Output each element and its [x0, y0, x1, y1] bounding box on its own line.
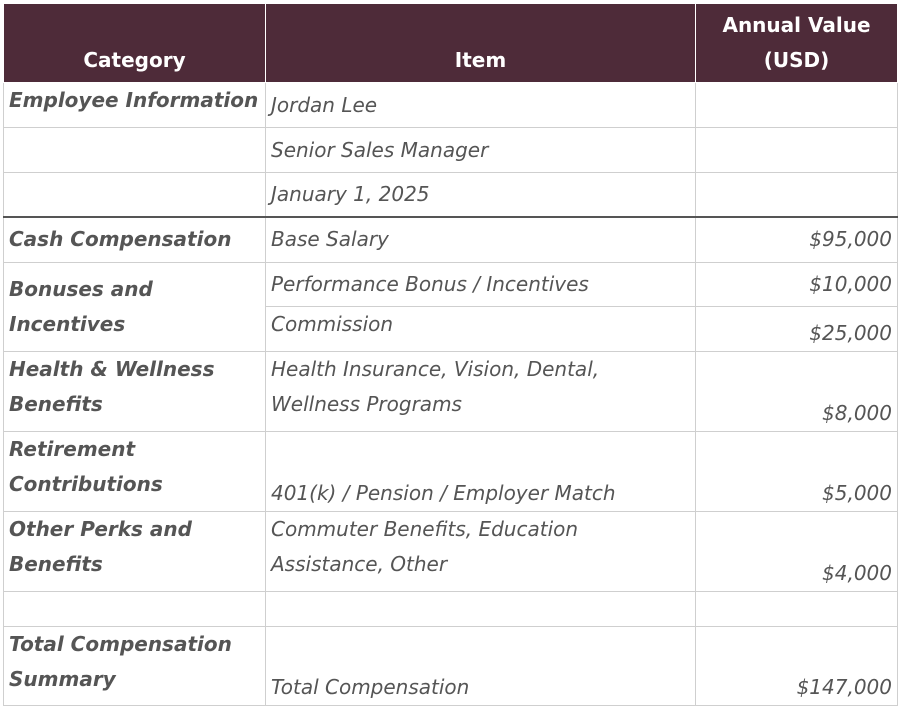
category-cell: Bonuses and Incentives [3, 262, 266, 352]
category-cell: Cash Compensation [3, 216, 266, 263]
item-cell: Health Insurance, Vision, Dental, Wellne… [265, 351, 696, 432]
compensation-table: Category Item Annual Value (USD) Employe… [3, 3, 898, 706]
item-cell: Total Compensation [265, 626, 696, 706]
item-cell: 401(k) / Pension / Employer Match [265, 431, 696, 512]
value-cell [695, 591, 898, 627]
category-cell: Total Compensation Summary [3, 626, 266, 706]
category-cell [3, 172, 266, 218]
item-cell: Commuter Benefits, Education Assistance,… [265, 511, 696, 592]
category-cell: Other Perks and Benefits [3, 511, 266, 592]
item-cell: Senior Sales Manager [265, 127, 696, 173]
value-cell: $147,000 [695, 626, 898, 706]
category-cell: Employee Information [3, 82, 266, 128]
value-cell: $25,000 [695, 306, 898, 352]
item-cell: Performance Bonus / Incentives [265, 262, 696, 307]
value-cell: $10,000 [695, 262, 898, 307]
value-cell: $8,000 [695, 351, 898, 432]
value-cell: $5,000 [695, 431, 898, 512]
item-cell: Base Salary [265, 216, 696, 263]
header-cell: Item [265, 3, 696, 83]
category-cell [3, 591, 266, 627]
category-cell [3, 127, 266, 173]
item-cell: Commission [265, 306, 696, 352]
category-cell: Health & Wellness Benefits [3, 351, 266, 432]
item-cell: January 1, 2025 [265, 172, 696, 218]
value-cell [695, 127, 898, 173]
header-cell: Annual Value (USD) [695, 3, 898, 83]
value-cell: $4,000 [695, 511, 898, 592]
item-cell [265, 591, 696, 627]
header-cell: Category [3, 3, 266, 83]
category-cell: Retirement Contributions [3, 431, 266, 512]
value-cell [695, 82, 898, 128]
item-cell: Jordan Lee [265, 82, 696, 128]
table: Category Item Annual Value (USD) Employe… [3, 3, 898, 706]
value-cell: $95,000 [695, 216, 898, 263]
value-cell [695, 172, 898, 218]
